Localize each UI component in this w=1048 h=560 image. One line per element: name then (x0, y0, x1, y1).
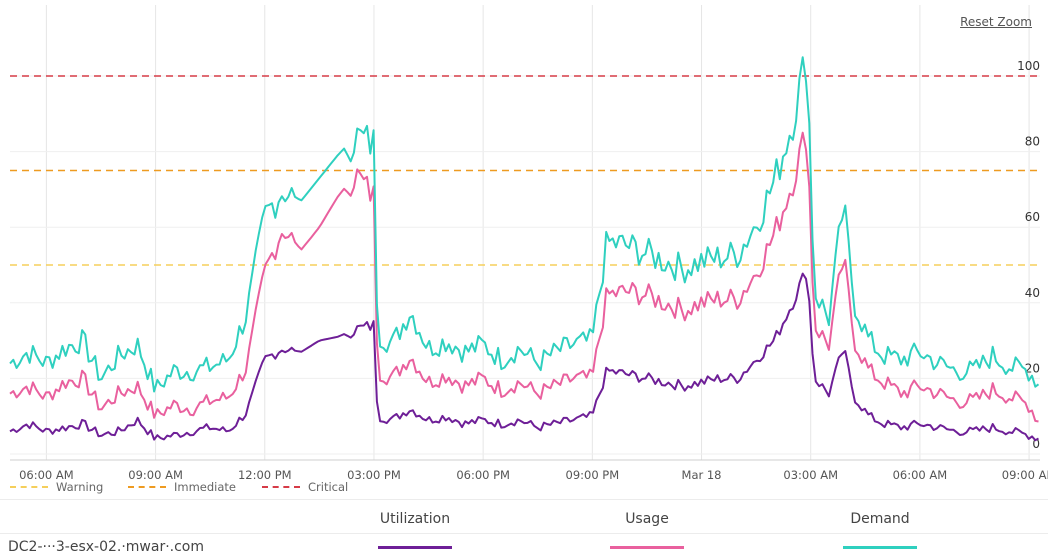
legend-warning[interactable]: Warning (10, 480, 103, 494)
immediate-line-icon (128, 486, 166, 488)
x-tick-label: Mar 18 (682, 468, 722, 482)
series-usage-path (9, 131, 1039, 423)
x-tick-label: 12:00 PM (238, 468, 292, 482)
series-usage-label[interactable]: Usage (625, 511, 669, 527)
x-tick-label: 09:00 PM (566, 468, 620, 482)
y-tick-label: 100 (1017, 59, 1040, 73)
series-utilization-path (9, 272, 1039, 442)
x-tick-label: 06:00 AM (19, 468, 74, 482)
x-tick-label: 03:00 AM (783, 468, 838, 482)
y-tick-label: 60 (1025, 210, 1040, 224)
series-demand-line (843, 546, 917, 549)
x-tick-label: 09:00 AM (128, 468, 183, 482)
legend-critical-label: Critical (308, 480, 349, 494)
series-demand-label[interactable]: Demand (850, 511, 910, 527)
critical-line-icon (262, 486, 300, 488)
reset-zoom-button[interactable]: Reset Zoom (960, 15, 1032, 29)
row-divider (0, 533, 1048, 534)
series-usage-line (610, 546, 684, 549)
x-tick-label: 06:00 AM (893, 468, 948, 482)
series-demand-path (9, 56, 1040, 393)
y-tick-label: 0 (1032, 437, 1040, 451)
host-name[interactable]: DC2-···3-esx-02.·mwar·.com (8, 539, 205, 555)
chart-plot: 0 20 40 60 80 100 06:00 AM 09:00 AM 12:00 PM 03:0… (9, 5, 1048, 482)
x-tick-label: 03:00 PM (347, 468, 401, 482)
series-utilization-label[interactable]: Utilization (379, 511, 451, 527)
legend-warning-label: Warning (56, 480, 104, 494)
y-tick-label: 80 (1025, 135, 1040, 149)
x-tick-label: 06:00 PM (456, 468, 510, 482)
series-utilization-line (378, 546, 452, 549)
divider (0, 499, 1048, 500)
legend-critical[interactable]: Critical (262, 480, 348, 494)
warning-line-icon (10, 486, 48, 488)
y-tick-label: 40 (1025, 286, 1040, 300)
legend-immediate[interactable]: Immediate (128, 480, 236, 494)
legend-immediate-label: Immediate (174, 480, 236, 494)
y-tick-label: 20 (1025, 361, 1040, 375)
series-legend: Utilization Usage Demand (0, 505, 1048, 560)
x-tick-label: 09:00 AM (1002, 468, 1048, 482)
